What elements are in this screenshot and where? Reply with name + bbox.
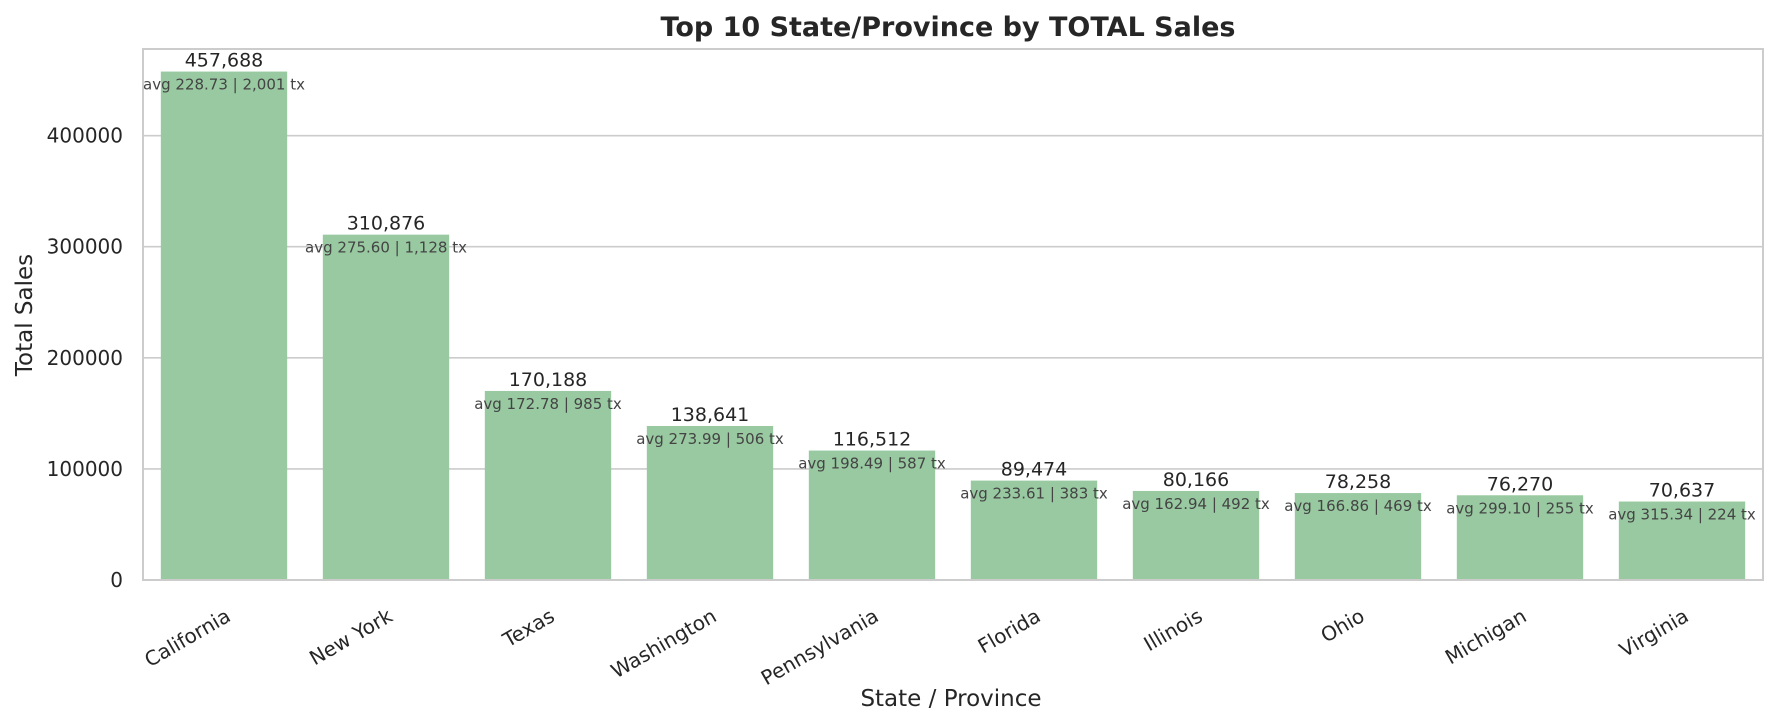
bar-sub-label: avg 315.34 | 224 tx xyxy=(1608,506,1756,524)
x-axis-label: State / Province xyxy=(860,686,1041,712)
bar-value-label: 70,637 xyxy=(1649,480,1715,502)
bar-value-label: 116,512 xyxy=(833,429,912,451)
y-tick-label: 400000 xyxy=(47,124,123,148)
x-tick-label: Pennsylvania xyxy=(757,604,883,690)
bar-value-label: 170,188 xyxy=(509,369,588,391)
bar-sub-label: avg 228.73 | 2,001 tx xyxy=(143,76,305,94)
y-tick-label: 300000 xyxy=(47,235,123,259)
bar-sub-label: avg 166.86 | 469 tx xyxy=(1284,497,1432,515)
bar-sub-label: avg 162.94 | 492 tx xyxy=(1122,495,1270,513)
bar-value-label: 80,166 xyxy=(1163,469,1229,491)
bar xyxy=(808,450,936,580)
data-labels: 457,688 avg 228.73 | 2,001 tx 310,876 avg 2… xyxy=(143,50,1756,524)
x-axis-ticks: California New York Texas Washington Pennsyl… xyxy=(140,603,1692,690)
x-tick-label: Virginia xyxy=(1615,604,1692,662)
bar-sub-label: avg 172.78 | 985 tx xyxy=(474,395,622,413)
x-tick-label: New York xyxy=(305,603,397,670)
bar xyxy=(1456,495,1584,580)
bar-sub-label: avg 273.99 | 506 tx xyxy=(636,430,784,448)
bar-sub-label: avg 299.10 | 255 tx xyxy=(1446,499,1594,517)
y-axis-ticks: 0 100000 200000 300000 400000 xyxy=(47,124,123,592)
x-tick-label: Ohio xyxy=(1316,604,1368,648)
bar-sub-label: avg 233.61 | 383 tx xyxy=(960,485,1108,503)
bar xyxy=(646,425,774,580)
bar xyxy=(160,71,288,580)
bar xyxy=(970,480,1098,580)
bar xyxy=(322,234,450,580)
bar-sub-label: avg 275.60 | 1,128 tx xyxy=(305,239,467,257)
x-tick-label: Illinois xyxy=(1140,604,1207,657)
y-tick-label: 200000 xyxy=(47,346,123,370)
bar-value-label: 78,258 xyxy=(1325,471,1391,493)
x-tick-label: Michigan xyxy=(1441,604,1531,670)
bar xyxy=(1132,490,1260,580)
bar-value-label: 76,270 xyxy=(1487,473,1553,495)
x-tick-label: Florida xyxy=(974,604,1045,659)
y-axis-label: Total Sales xyxy=(12,254,38,377)
bar xyxy=(1294,493,1422,580)
bar xyxy=(484,390,612,580)
bar-value-label: 457,688 xyxy=(185,50,264,72)
bars xyxy=(160,71,1746,580)
x-tick-label: Texas xyxy=(498,604,559,653)
bar-value-label: 138,641 xyxy=(671,404,750,426)
y-tick-label: 100000 xyxy=(47,457,123,481)
bar-sub-label: avg 198.49 | 587 tx xyxy=(798,455,946,473)
bar-value-label: 310,876 xyxy=(347,213,426,235)
plot-frame xyxy=(142,48,1764,581)
x-tick-label: Washington xyxy=(607,604,721,684)
x-tick-label: California xyxy=(140,604,234,672)
y-tick-label: 0 xyxy=(110,568,123,592)
bar-value-label: 89,474 xyxy=(1001,459,1067,481)
bar xyxy=(1618,501,1746,580)
chart-title: Top 10 State/Province by TOTAL Sales xyxy=(660,12,1235,43)
